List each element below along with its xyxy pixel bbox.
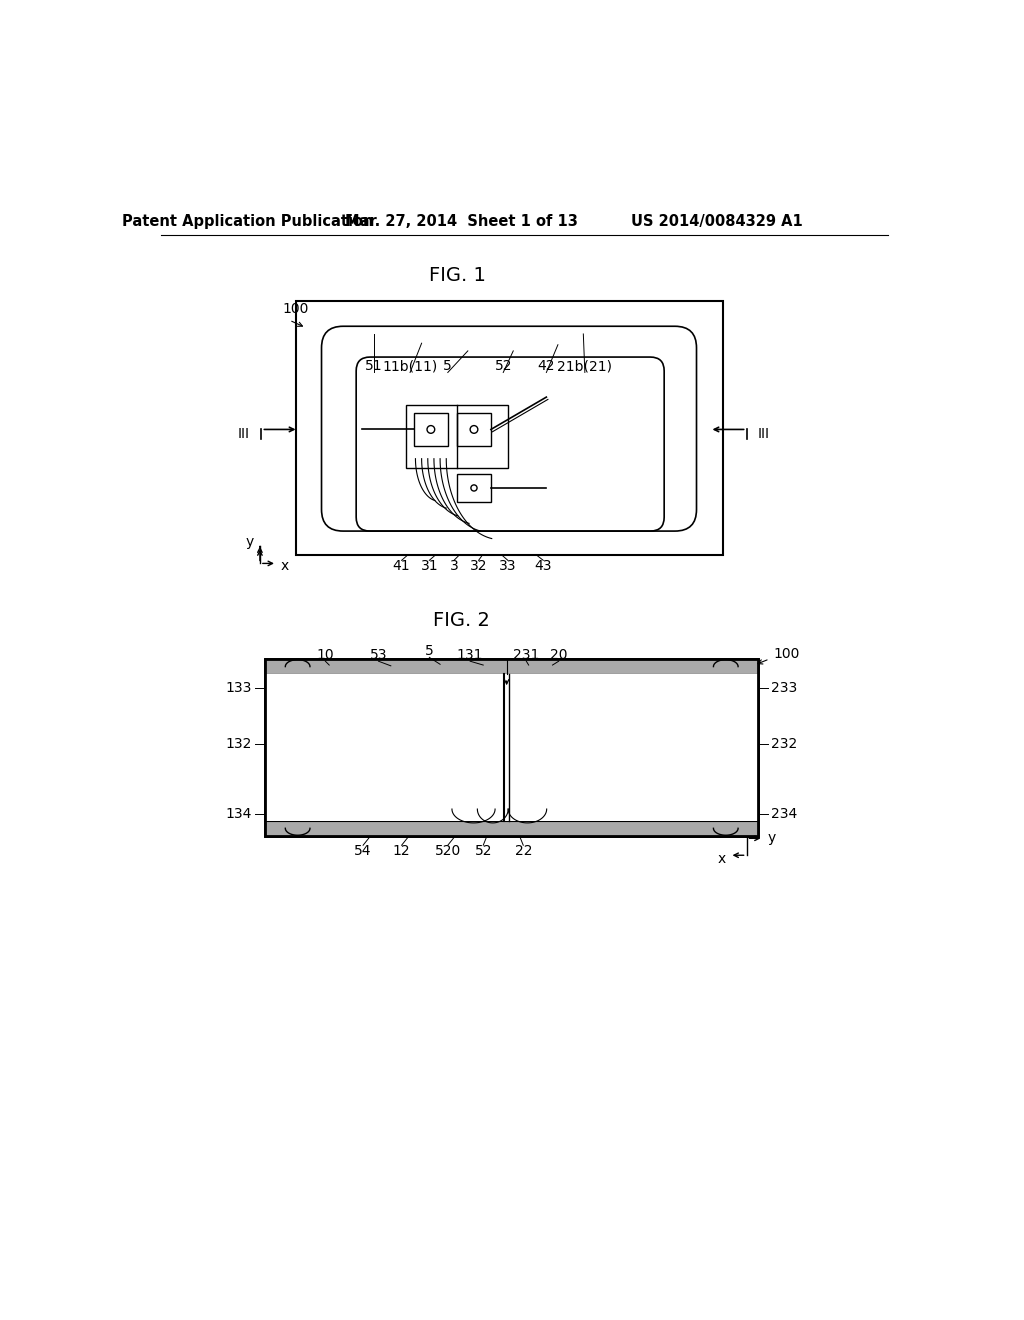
Text: 33: 33 xyxy=(499,560,517,573)
Text: 134: 134 xyxy=(226,808,252,821)
Text: 11b(11): 11b(11) xyxy=(382,359,437,374)
Text: 3: 3 xyxy=(450,560,459,573)
Text: x: x xyxy=(718,853,726,866)
Bar xyxy=(265,659,758,836)
Text: 54: 54 xyxy=(354,845,372,858)
Text: 233: 233 xyxy=(771,681,798,696)
Bar xyxy=(457,412,490,446)
Text: III: III xyxy=(238,428,250,441)
Text: 12: 12 xyxy=(393,845,411,858)
Text: 133: 133 xyxy=(226,681,252,696)
Text: FIG. 2: FIG. 2 xyxy=(433,611,490,630)
Text: 5: 5 xyxy=(443,359,453,374)
Text: 41: 41 xyxy=(393,560,411,573)
Text: 51: 51 xyxy=(366,359,383,374)
Bar xyxy=(457,474,490,502)
Text: 52: 52 xyxy=(474,845,492,858)
Bar xyxy=(265,659,758,836)
Text: 20: 20 xyxy=(550,648,567,663)
Text: US 2014/0084329 A1: US 2014/0084329 A1 xyxy=(632,214,803,230)
Text: 132: 132 xyxy=(226,737,252,751)
Text: 232: 232 xyxy=(771,737,798,751)
Text: 131: 131 xyxy=(457,648,483,663)
Text: 21b(21): 21b(21) xyxy=(557,359,612,374)
Text: 10: 10 xyxy=(316,648,334,663)
Bar xyxy=(265,821,758,836)
Text: 32: 32 xyxy=(470,560,487,573)
Text: y: y xyxy=(767,832,775,845)
Text: Patent Application Publication: Patent Application Publication xyxy=(122,214,374,230)
Text: y: y xyxy=(246,535,254,549)
Text: 100: 100 xyxy=(773,647,800,661)
Text: III: III xyxy=(758,428,770,441)
Text: 22: 22 xyxy=(514,845,532,858)
Text: 100: 100 xyxy=(283,302,308,317)
Text: 231: 231 xyxy=(513,648,540,663)
Bar xyxy=(414,412,447,446)
Bar xyxy=(407,405,508,469)
Text: FIG. 1: FIG. 1 xyxy=(429,265,486,285)
Text: x: x xyxy=(281,560,289,573)
Bar xyxy=(265,659,758,675)
Text: 520: 520 xyxy=(434,845,461,858)
Text: 52: 52 xyxy=(495,359,512,374)
Text: 5: 5 xyxy=(425,644,434,659)
Text: Mar. 27, 2014  Sheet 1 of 13: Mar. 27, 2014 Sheet 1 of 13 xyxy=(345,214,579,230)
Text: 53: 53 xyxy=(370,648,387,663)
Text: 31: 31 xyxy=(421,560,438,573)
Text: 234: 234 xyxy=(771,808,798,821)
Text: 43: 43 xyxy=(535,560,552,573)
Bar xyxy=(296,301,724,554)
Bar xyxy=(265,675,758,821)
Text: 42: 42 xyxy=(538,359,555,374)
